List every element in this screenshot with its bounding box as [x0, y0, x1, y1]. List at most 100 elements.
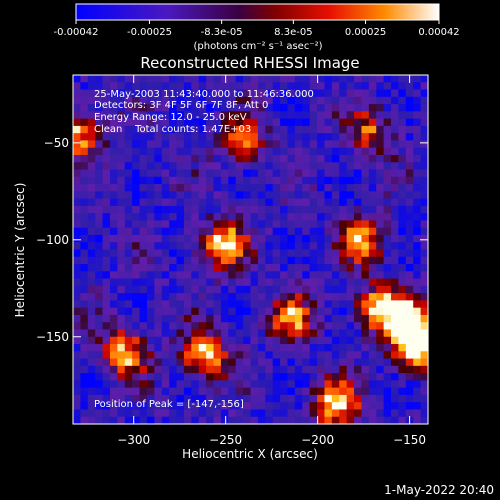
- heatmap-cell: [109, 351, 118, 360]
- heatmap-cell: [117, 140, 126, 149]
- heatmap-cell: [420, 402, 429, 411]
- heatmap-cell: [346, 162, 355, 171]
- heatmap-cell: [257, 293, 266, 301]
- annotation-energy: Energy Range: 12.0 - 25.0 keV: [94, 112, 247, 123]
- heatmap-cell: [183, 242, 192, 251]
- heatmap-cell: [361, 387, 370, 396]
- heatmap-cell: [124, 220, 133, 229]
- heatmap-cell: [132, 278, 141, 287]
- heatmap-cell: [102, 118, 111, 127]
- heatmap-cell: [420, 104, 429, 112]
- heatmap-cell: [102, 184, 111, 192]
- heatmap-cell: [220, 162, 229, 171]
- heatmap-cell: [339, 220, 348, 229]
- heatmap-cell: [198, 75, 207, 83]
- heatmap-cell: [80, 205, 89, 214]
- heatmap-cell: [405, 234, 414, 243]
- heatmap-cell: [117, 285, 126, 294]
- heatmap-cell: [339, 307, 348, 316]
- heatmap-cell: [87, 191, 96, 200]
- heatmap-cell: [169, 380, 178, 389]
- heatmap-cell: [220, 322, 229, 331]
- heatmap-cell: [405, 264, 414, 272]
- heatmap-cell: [124, 227, 133, 236]
- heatmap-cell: [243, 133, 252, 142]
- heatmap-cell: [398, 104, 407, 112]
- heatmap-cell: [124, 82, 133, 91]
- heatmap-cell: [87, 82, 96, 91]
- heatmap-cell: [272, 365, 281, 374]
- heatmap-cell: [124, 118, 133, 127]
- heatmap-cell: [368, 285, 377, 294]
- heatmap-cell: [324, 307, 333, 316]
- heatmap-cell: [183, 373, 192, 381]
- heatmap-cell: [309, 242, 318, 251]
- heatmap-cell: [146, 394, 155, 403]
- heatmap-cell: [235, 75, 244, 83]
- heatmap-cell: [361, 278, 370, 287]
- heatmap-cell: [368, 307, 377, 316]
- heatmap-cell: [191, 198, 200, 207]
- heatmap-cell: [324, 147, 333, 156]
- heatmap-cell: [102, 213, 111, 222]
- heatmap-cell: [235, 256, 244, 265]
- heatmap-cell: [354, 336, 363, 345]
- heatmap-cell: [317, 205, 326, 214]
- heatmap-cell: [117, 380, 126, 389]
- heatmap-cell: [354, 133, 363, 142]
- heatmap-cell: [117, 344, 126, 352]
- heatmap-cell: [420, 205, 429, 214]
- heatmap-cell: [398, 351, 407, 360]
- heatmap-cell: [265, 380, 274, 389]
- heatmap-cell: [161, 285, 170, 294]
- heatmap-cell: [280, 125, 289, 134]
- heatmap-cell: [191, 191, 200, 200]
- heatmap-cell: [132, 402, 141, 411]
- heatmap-cell: [228, 104, 237, 112]
- heatmap-cell: [376, 140, 385, 149]
- heatmap-cell: [198, 314, 207, 323]
- heatmap-cell: [191, 96, 200, 105]
- heatmap-cell: [139, 373, 148, 381]
- heatmap-cell: [250, 125, 259, 134]
- heatmap-cell: [391, 198, 400, 207]
- heatmap-cell: [287, 133, 296, 142]
- heatmap-cell: [169, 322, 178, 331]
- heatmap-cell: [198, 147, 207, 156]
- heatmap-cell: [154, 365, 163, 374]
- heatmap-cell: [235, 314, 244, 323]
- heatmap-cell: [294, 416, 303, 425]
- heatmap-cell: [109, 111, 118, 120]
- heatmap-cell: [383, 125, 392, 134]
- heatmap-cell: [102, 307, 111, 316]
- heatmap-cell: [117, 271, 126, 280]
- heatmap-cell: [317, 89, 326, 98]
- heatmap-cell: [213, 213, 222, 222]
- heatmap-cell: [235, 264, 244, 272]
- heatmap-cell: [413, 278, 422, 287]
- heatmap-cell: [317, 351, 326, 360]
- heatmap-cell: [302, 118, 311, 127]
- heatmap-cell: [176, 213, 185, 222]
- heatmap-cell: [117, 133, 126, 142]
- heatmap-cell: [243, 285, 252, 294]
- heatmap-cell: [183, 89, 192, 98]
- heatmap-cell: [73, 154, 81, 163]
- heatmap-cell: [257, 351, 266, 360]
- heatmap-cell: [420, 82, 429, 91]
- heatmap-cell: [361, 336, 370, 345]
- heatmap-cell: [139, 234, 148, 243]
- heatmap-cell: [302, 162, 311, 171]
- heatmap-cell: [294, 147, 303, 156]
- heatmap-cell: [265, 147, 274, 156]
- heatmap-cell: [324, 351, 333, 360]
- heatmap-cell: [198, 118, 207, 127]
- heatmap-cell: [331, 373, 340, 381]
- heatmap-cell: [191, 82, 200, 91]
- heatmap-cell: [95, 402, 104, 411]
- heatmap-cell: [198, 154, 207, 163]
- heatmap-cell: [117, 169, 126, 178]
- heatmap-cell: [302, 242, 311, 251]
- heatmap-cell: [294, 154, 303, 163]
- heatmap-cell: [132, 373, 141, 381]
